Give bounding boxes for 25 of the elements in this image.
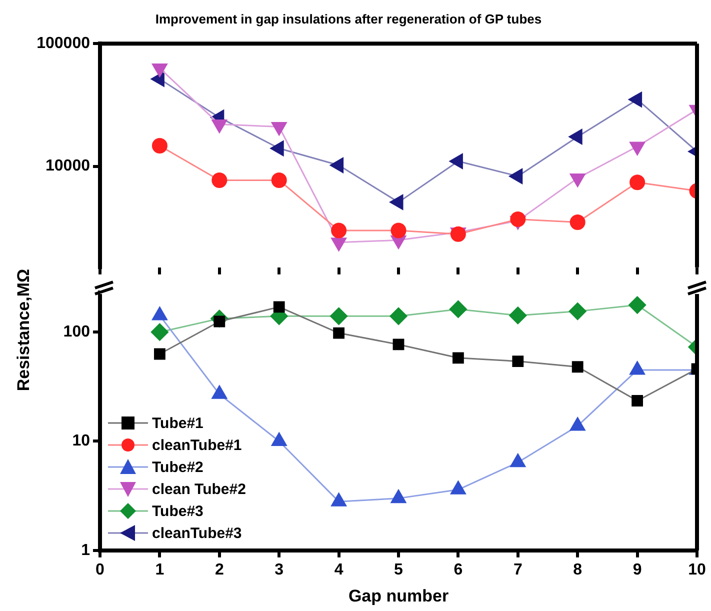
x-tick-label: 2 (214, 561, 224, 578)
chart-title: Improvement in gap insulations after regeneration of GP tubes (155, 11, 542, 26)
x-axis-title: Gap number (348, 586, 449, 606)
x-tick-label: 8 (573, 561, 582, 578)
y-tick-label: 1 (81, 542, 90, 559)
y-tick-label: 10 (72, 432, 90, 450)
x-tick-label: 6 (454, 561, 463, 578)
y-tick-label: 10000 (46, 158, 90, 175)
legend-label: Tube#3 (152, 502, 204, 520)
y-axis-title: Resistance,MΩ (14, 268, 34, 392)
x-tick-label: 4 (334, 561, 344, 578)
x-tick-label: 1 (155, 561, 164, 578)
y-tick-label: 100 (63, 323, 90, 340)
legend-label: Tube#2 (152, 458, 204, 476)
legend-label: clean Tube#2 (152, 480, 246, 498)
legend-label: Tube#1 (152, 414, 204, 432)
legend-label: cleanTube#3 (152, 524, 242, 542)
x-tick-label: 0 (96, 561, 105, 578)
x-tick-label: 5 (394, 561, 404, 578)
x-tick-label: 9 (632, 561, 642, 578)
y-tick-label: 100000 (36, 35, 90, 52)
x-tick-label: 10 (688, 561, 706, 578)
legend-label: cleanTube#1 (152, 436, 242, 454)
x-tick-label: 3 (274, 561, 284, 578)
x-tick-label: 7 (513, 561, 522, 578)
